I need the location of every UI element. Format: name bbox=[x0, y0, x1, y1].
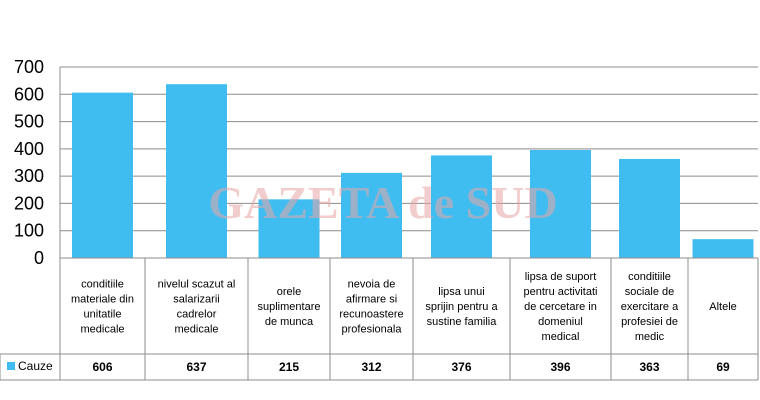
data-value-label: 637 bbox=[186, 360, 206, 374]
data-table: conditiile materiale din unitatile medicale… bbox=[0, 257, 759, 381]
bars bbox=[72, 84, 754, 258]
x-category-label: nivelul scazut al salarizarii cadrelor medi… bbox=[158, 279, 236, 336]
bar bbox=[619, 158, 680, 258]
data-value-label: 396 bbox=[550, 360, 570, 374]
bar bbox=[692, 239, 754, 258]
legend-key bbox=[7, 362, 15, 370]
y-tick-label: 300 bbox=[14, 166, 44, 186]
y-tick-label: 400 bbox=[14, 139, 44, 159]
x-category-label: lipsa de suport pentru activitati de cerce… bbox=[524, 271, 598, 343]
data-value-label: 363 bbox=[639, 360, 659, 374]
bar bbox=[166, 84, 227, 258]
x-category-label: nevoia de afirmare si recunoastere profesio… bbox=[339, 279, 403, 336]
x-category-label: orele suplimentare de munca bbox=[258, 286, 321, 328]
y-tick-label: 700 bbox=[14, 57, 44, 77]
legend-label: Cauze bbox=[18, 359, 53, 373]
bar bbox=[72, 92, 133, 258]
data-value-label: 376 bbox=[451, 360, 471, 374]
y-axis-ticks: 0 100 200 300 400 500 600 700 bbox=[14, 57, 44, 268]
x-category-label: Altele bbox=[709, 301, 737, 313]
y-tick-label: 600 bbox=[14, 84, 44, 104]
data-value-label: 69 bbox=[716, 360, 730, 374]
bar bbox=[431, 155, 492, 258]
y-tick-label: 0 bbox=[34, 248, 44, 268]
data-value-label: 312 bbox=[361, 360, 381, 374]
bar bbox=[341, 172, 402, 258]
data-value-label: 215 bbox=[279, 360, 299, 374]
y-tick-label: 500 bbox=[14, 112, 44, 132]
x-category-label: conditiile sociale de exercitare a profesie… bbox=[621, 271, 679, 343]
y-tick-label: 100 bbox=[14, 221, 44, 241]
x-category-label: conditiile materiale din unitatile medicale bbox=[71, 279, 134, 336]
bar bbox=[530, 149, 591, 258]
y-tick-label: 200 bbox=[14, 193, 44, 213]
watermark: GAZETA de SUD bbox=[208, 177, 557, 228]
bar bbox=[258, 199, 320, 258]
x-category-label: lipsa unui sprijin pentru a sustine famili… bbox=[425, 286, 498, 328]
data-value-label: 606 bbox=[92, 360, 112, 374]
